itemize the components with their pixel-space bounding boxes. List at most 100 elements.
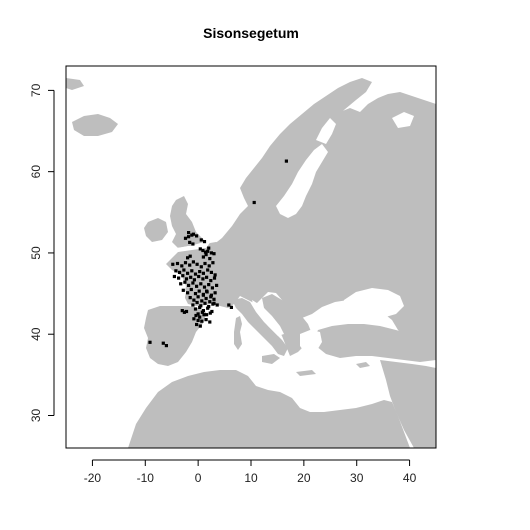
greenland-corner (66, 78, 84, 90)
italy (232, 298, 288, 356)
occurrence-point (201, 277, 205, 281)
occurrence-points (148, 159, 288, 348)
occurrence-point (190, 269, 194, 273)
occurrence-point (193, 307, 198, 311)
sicily (262, 354, 280, 364)
iberian-peninsula (144, 306, 206, 366)
occurrence-point (192, 278, 196, 282)
occurrence-point (207, 264, 211, 268)
occurrence-point (190, 233, 194, 237)
occurrence-point (203, 301, 207, 305)
occurrence-point (188, 263, 192, 267)
baltic-sea (276, 144, 328, 218)
occurrence-point (195, 322, 199, 327)
adriatic-sea (252, 300, 284, 336)
x-tick-label: -20 (84, 471, 102, 485)
france (166, 242, 236, 306)
occurrence-point (208, 257, 212, 261)
occurrence-point (172, 274, 176, 279)
occurrence-point (213, 291, 217, 295)
occurrence-point (195, 262, 199, 266)
occurrence-point (207, 283, 211, 287)
white-sea (392, 112, 414, 128)
occurrence-point (164, 344, 168, 348)
occurrence-point (184, 277, 189, 281)
occurrence-point (186, 291, 190, 295)
occurrence-point (209, 279, 213, 283)
occurrence-point (205, 313, 209, 317)
occurrence-point (210, 286, 214, 290)
occurrence-point (175, 261, 180, 266)
occurrence-point (186, 256, 190, 260)
occurrence-point (208, 311, 212, 315)
occurrence-point (188, 254, 192, 258)
occurrence-point (198, 305, 202, 309)
occurrence-point (193, 272, 198, 276)
x-tick-label: 40 (403, 471, 417, 485)
y-tick-label: 40 (29, 327, 43, 341)
occurrence-point (196, 295, 200, 299)
occurrence-point (186, 271, 190, 275)
finland (322, 108, 372, 160)
occurrence-point (203, 250, 208, 254)
y-tick-label: 30 (29, 408, 43, 422)
occurrence-point (200, 299, 204, 303)
crete (296, 370, 316, 376)
land-masses (66, 78, 436, 448)
occurrence-point (229, 305, 233, 309)
occurrence-point (201, 248, 205, 253)
occurrence-point (193, 292, 198, 296)
occurrence-point (202, 313, 206, 317)
occurrence-point (183, 236, 188, 240)
occurrence-point (198, 270, 202, 274)
occurrence-point (227, 303, 231, 307)
occurrence-point (209, 295, 213, 299)
occurrence-point (174, 269, 178, 273)
occurrence-point (181, 288, 185, 292)
occurrence-point (178, 270, 182, 274)
y-axis: 30 40 50 60 70 (29, 83, 55, 422)
occurrence-point (215, 283, 219, 287)
x-tick-label: 20 (297, 471, 311, 485)
y-tick-label: 60 (29, 165, 43, 179)
occurrence-point (197, 274, 201, 279)
occurrence-point (195, 284, 199, 288)
occurrence-point (187, 231, 191, 235)
occurrence-point (198, 324, 202, 328)
occurrence-point (184, 309, 189, 314)
occurrence-point (188, 296, 192, 300)
occurrence-point (181, 274, 185, 278)
occurrence-point (209, 251, 213, 255)
plot-frame (65, 65, 437, 449)
occurrence-point (171, 262, 175, 266)
occurrence-point (206, 306, 210, 310)
y-tick-label: 70 (29, 83, 43, 97)
occurrence-point (200, 310, 204, 314)
occurrence-point (179, 282, 183, 286)
x-tick-label: 30 (350, 471, 364, 485)
occurrence-point (188, 240, 192, 244)
occurrence-point (161, 341, 165, 345)
occurrence-point (187, 283, 191, 287)
y-tick-label: 50 (29, 246, 43, 260)
balkans (262, 294, 312, 356)
occurrence-point (197, 289, 201, 293)
occurrence-point (182, 310, 186, 314)
occurrence-point (202, 285, 207, 289)
occurrence-point (191, 242, 195, 246)
occurrence-point (192, 317, 196, 321)
occurrence-point (189, 275, 193, 279)
occurrence-point (177, 276, 181, 280)
occurrence-point (189, 287, 193, 292)
occurrence-point (206, 268, 210, 272)
occurrence-point (200, 319, 204, 323)
ireland (144, 218, 168, 242)
occurrence-point (198, 315, 202, 319)
occurrence-point (199, 282, 203, 286)
occurrence-point (208, 320, 212, 324)
occurrence-point (182, 268, 186, 272)
occurrence-point (201, 271, 205, 275)
occurrence-point (212, 301, 216, 305)
occurrence-point (191, 303, 195, 307)
x-tick-label: 0 (195, 471, 202, 485)
